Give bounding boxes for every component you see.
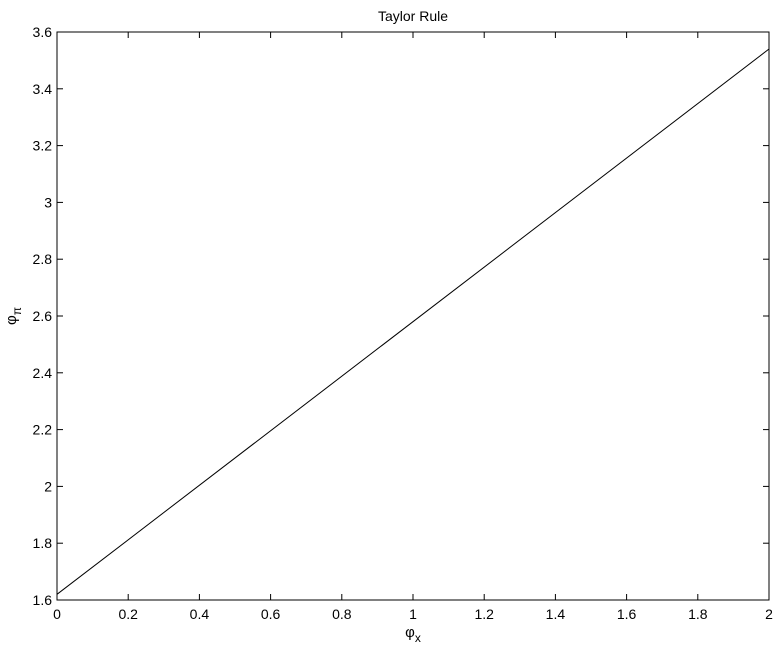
x-tick-label: 0.6 bbox=[261, 606, 281, 622]
series-layer bbox=[56, 48, 770, 595]
y-tick-label: 3.2 bbox=[33, 138, 53, 154]
x-tick-label: 1.8 bbox=[688, 606, 708, 622]
x-tick-label: 0.8 bbox=[332, 606, 352, 622]
y-tick-label: 2 bbox=[44, 478, 52, 494]
y-tick-label: 1.8 bbox=[33, 535, 53, 551]
y-axis-label-symbol: φ bbox=[3, 315, 20, 325]
x-tick-label: 1.2 bbox=[474, 606, 494, 622]
x-axis-ticks: 0 0.2 0.4 0.6 0.8 1 1.2 1.4 1.6 1.8 2 bbox=[53, 32, 773, 622]
x-tick-label: 1.6 bbox=[617, 606, 637, 622]
x-tick-label: 1.4 bbox=[546, 606, 566, 622]
x-tick-label: 0.2 bbox=[118, 606, 138, 622]
x-tick-label: 1 bbox=[409, 606, 417, 622]
y-tick-label: 3.6 bbox=[33, 24, 53, 40]
y-tick-label: 3.4 bbox=[33, 81, 53, 97]
y-axis-ticks: 1.6 1.8 2 2.2 2.4 2.6 2.8 3 3.2 3.4 3.6 bbox=[33, 24, 769, 608]
y-tick-label: 2.2 bbox=[33, 422, 53, 438]
x-tick-label: 0.4 bbox=[190, 606, 210, 622]
x-tick-label: 0 bbox=[53, 606, 61, 622]
x-axis-label-subscript: x bbox=[415, 631, 421, 645]
x-tick-label: 2 bbox=[765, 606, 773, 622]
plot-area-border bbox=[56, 31, 770, 601]
x-axis-label-symbol: φ bbox=[405, 624, 415, 641]
chart-title: Taylor Rule bbox=[378, 8, 448, 24]
series-line bbox=[56, 48, 770, 595]
y-axis-label: φπ bbox=[3, 307, 24, 325]
y-axis-label-subscript: π bbox=[10, 307, 24, 315]
y-tick-label: 2.8 bbox=[33, 251, 53, 267]
y-tick-label: 3 bbox=[44, 194, 52, 210]
y-tick-label: 2.6 bbox=[33, 308, 53, 324]
y-tick-label: 1.6 bbox=[33, 592, 53, 608]
x-axis-label: φx bbox=[405, 624, 421, 645]
y-tick-label: 2.4 bbox=[33, 365, 53, 381]
plot-frame bbox=[56, 31, 770, 601]
